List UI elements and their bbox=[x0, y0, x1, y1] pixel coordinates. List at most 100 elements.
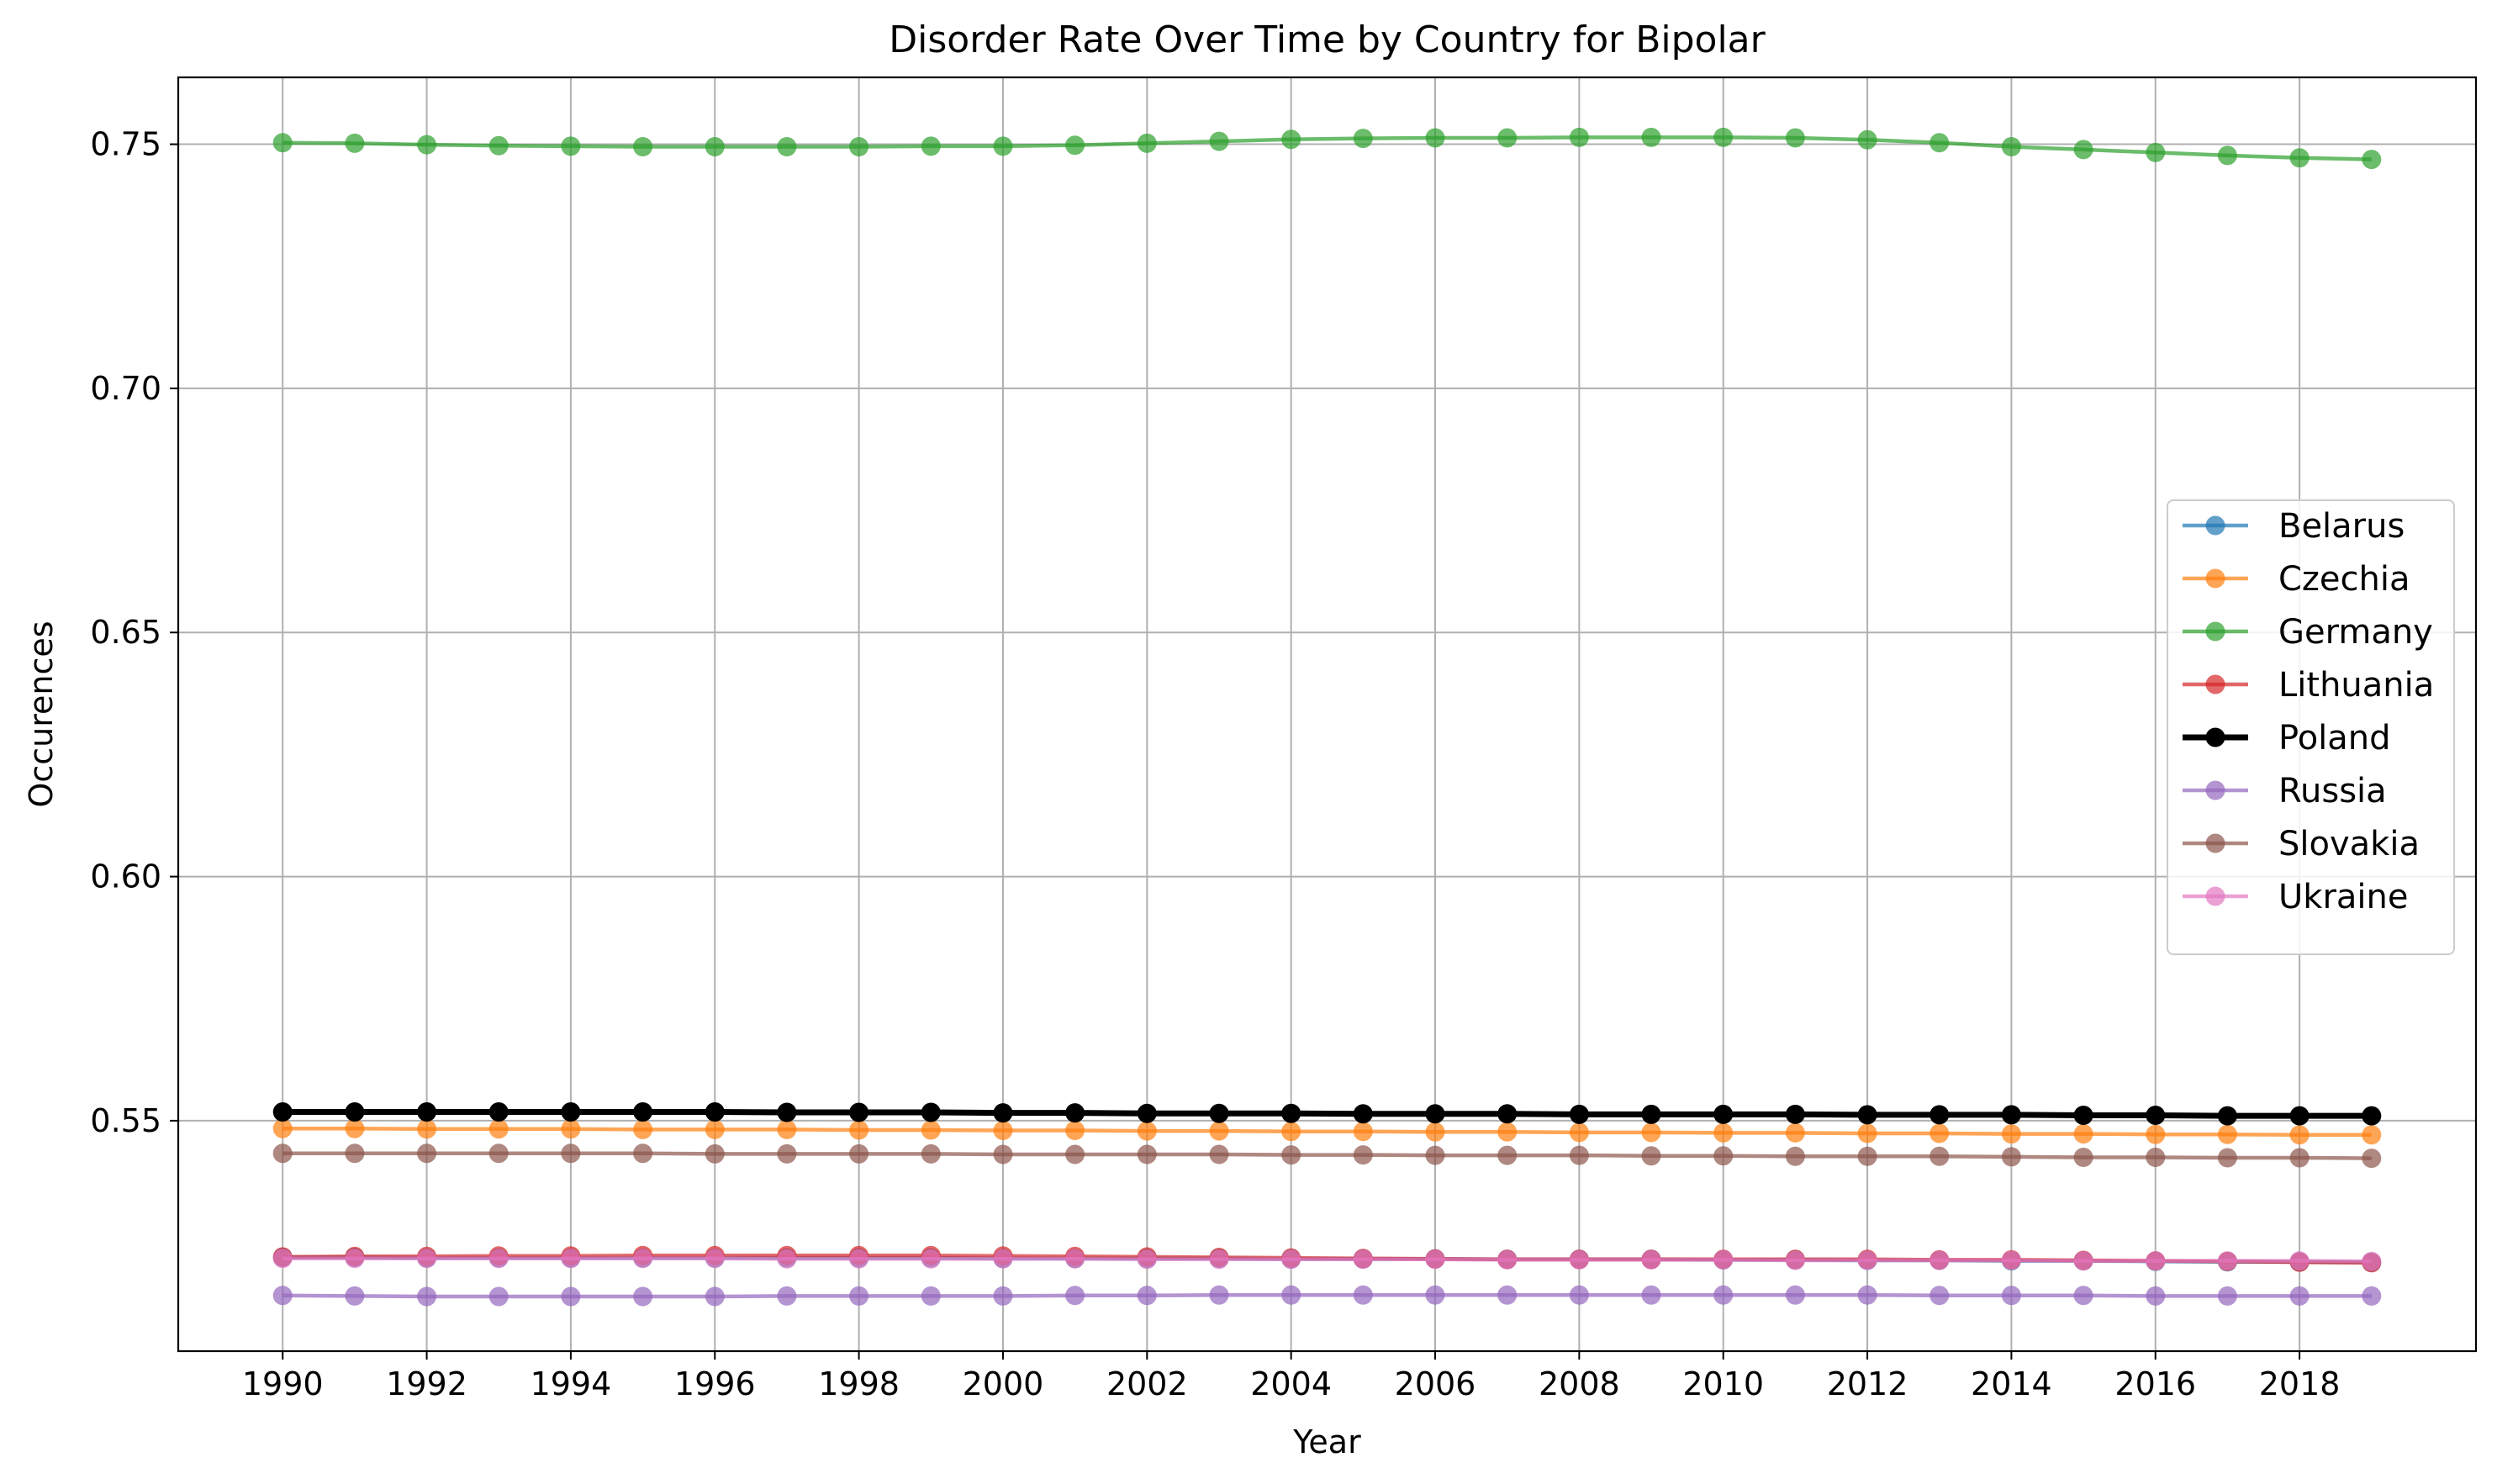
data-point-poland bbox=[1065, 1103, 1085, 1123]
data-point-czechia bbox=[2001, 1124, 2021, 1144]
legend-item-belarus: Belarus bbox=[2183, 507, 2405, 546]
data-point-czechia bbox=[777, 1119, 797, 1139]
legend-item-lithuania: Lithuania bbox=[2183, 666, 2434, 705]
data-point-russia bbox=[1497, 1285, 1518, 1305]
data-point-russia bbox=[1425, 1285, 1445, 1305]
data-point-germany bbox=[921, 136, 941, 156]
x-axis: 1990 1992 1994 1996 1998 2000 2002 2004 2006 2008… bbox=[242, 1351, 2341, 1402]
data-point-slovakia bbox=[1569, 1145, 1589, 1165]
data-point-slovakia bbox=[1930, 1146, 1950, 1166]
series-germany bbox=[272, 127, 2382, 170]
data-point-russia bbox=[921, 1286, 941, 1306]
data-point-czechia bbox=[2289, 1125, 2310, 1145]
x-tick-label: 1996 bbox=[674, 1365, 756, 1402]
data-point-poland bbox=[1137, 1103, 1157, 1123]
data-point-germany bbox=[2217, 145, 2237, 166]
data-point-russia bbox=[345, 1286, 365, 1306]
data-point-russia bbox=[2362, 1286, 2382, 1306]
data-point-slovakia bbox=[2217, 1148, 2237, 1168]
data-point-russia bbox=[1930, 1286, 1950, 1306]
data-point-poland bbox=[777, 1102, 797, 1122]
legend-label: Slovakia bbox=[2278, 825, 2420, 863]
data-point-germany bbox=[2362, 150, 2382, 170]
data-point-poland bbox=[1353, 1104, 1373, 1124]
data-point-germany bbox=[1281, 129, 1301, 150]
data-point-poland bbox=[2073, 1106, 2093, 1125]
data-point-russia bbox=[1713, 1285, 1734, 1305]
data-point-ukraine bbox=[921, 1249, 941, 1269]
legend-item-ukraine: Ukraine bbox=[2183, 878, 2408, 916]
data-point-slovakia bbox=[1713, 1146, 1734, 1166]
data-point-russia bbox=[1065, 1286, 1085, 1306]
data-point-poland bbox=[1281, 1103, 1301, 1123]
legend: Belarus Czechia Germany Lithuania Poland Russ… bbox=[2167, 499, 2455, 955]
data-point-ukraine bbox=[2289, 1251, 2310, 1271]
data-point-russia bbox=[1641, 1285, 1661, 1305]
data-point-russia bbox=[272, 1286, 293, 1306]
data-point-slovakia bbox=[561, 1143, 581, 1164]
data-point-czechia bbox=[2146, 1124, 2166, 1144]
data-point-czechia bbox=[705, 1119, 725, 1139]
data-point-russia bbox=[488, 1286, 509, 1307]
data-point-ukraine bbox=[1209, 1249, 1229, 1270]
data-point-poland bbox=[921, 1102, 941, 1122]
series-line-russia bbox=[282, 1292, 2372, 1299]
legend-swatch-marker bbox=[2205, 727, 2225, 747]
data-point-poland bbox=[1497, 1104, 1518, 1124]
data-point-slovakia bbox=[777, 1143, 797, 1164]
x-tick-label: 2016 bbox=[2114, 1365, 2196, 1402]
data-point-germany bbox=[1209, 131, 1229, 151]
data-point-ukraine bbox=[488, 1249, 509, 1269]
data-point-russia bbox=[705, 1286, 725, 1307]
data-point-ukraine bbox=[2362, 1251, 2382, 1271]
data-point-poland bbox=[345, 1102, 365, 1122]
data-point-poland bbox=[1569, 1104, 1589, 1124]
data-point-czechia bbox=[272, 1118, 293, 1138]
x-tick-label: 2002 bbox=[1106, 1365, 1188, 1402]
data-point-russia bbox=[1353, 1285, 1373, 1305]
y-tick-label: 0.65 bbox=[90, 614, 161, 651]
data-point-russia bbox=[2217, 1286, 2237, 1306]
data-point-poland bbox=[1209, 1103, 1229, 1123]
data-point-germany bbox=[777, 137, 797, 156]
legend-box bbox=[2167, 499, 2455, 955]
data-point-czechia bbox=[1713, 1122, 1734, 1143]
data-point-slovakia bbox=[993, 1144, 1013, 1164]
data-point-ukraine bbox=[1281, 1249, 1301, 1270]
data-point-ukraine bbox=[345, 1249, 365, 1269]
series-layer bbox=[272, 127, 2382, 1307]
data-point-ukraine bbox=[272, 1249, 293, 1269]
data-point-russia bbox=[2146, 1286, 2166, 1306]
data-point-ukraine bbox=[1857, 1250, 1877, 1270]
data-point-germany bbox=[2073, 140, 2093, 160]
data-point-germany bbox=[417, 135, 437, 155]
data-point-czechia bbox=[1065, 1121, 1085, 1140]
x-tick-label: 2018 bbox=[2259, 1365, 2341, 1402]
data-point-slovakia bbox=[849, 1143, 869, 1164]
data-point-czechia bbox=[1930, 1123, 1950, 1143]
data-point-germany bbox=[345, 133, 365, 153]
legend-item-russia: Russia bbox=[2183, 772, 2387, 811]
series-line-ukraine bbox=[282, 1256, 2372, 1264]
data-point-russia bbox=[2073, 1286, 2093, 1306]
data-point-germany bbox=[1569, 127, 1589, 147]
data-point-slovakia bbox=[1425, 1145, 1445, 1165]
data-point-czechia bbox=[1857, 1123, 1877, 1143]
data-point-russia bbox=[2001, 1286, 2021, 1306]
data-point-czechia bbox=[2217, 1124, 2237, 1144]
data-point-czechia bbox=[561, 1119, 581, 1139]
x-tick-label: 1990 bbox=[242, 1365, 324, 1402]
data-point-ukraine bbox=[849, 1249, 869, 1269]
data-point-czechia bbox=[921, 1120, 941, 1140]
data-point-ukraine bbox=[1065, 1249, 1085, 1269]
legend-item-slovakia: Slovakia bbox=[2183, 825, 2420, 863]
data-point-poland bbox=[705, 1102, 725, 1122]
y-tick-label: 0.55 bbox=[90, 1102, 161, 1139]
x-tick-label: 2010 bbox=[1682, 1365, 1764, 1402]
data-point-germany bbox=[1497, 128, 1518, 148]
data-point-slovakia bbox=[1353, 1145, 1373, 1165]
data-point-germany bbox=[1713, 127, 1734, 147]
legend-swatch-marker bbox=[2205, 886, 2225, 906]
data-point-slovakia bbox=[2362, 1149, 2382, 1169]
x-tick-label: 2012 bbox=[1827, 1365, 1908, 1402]
